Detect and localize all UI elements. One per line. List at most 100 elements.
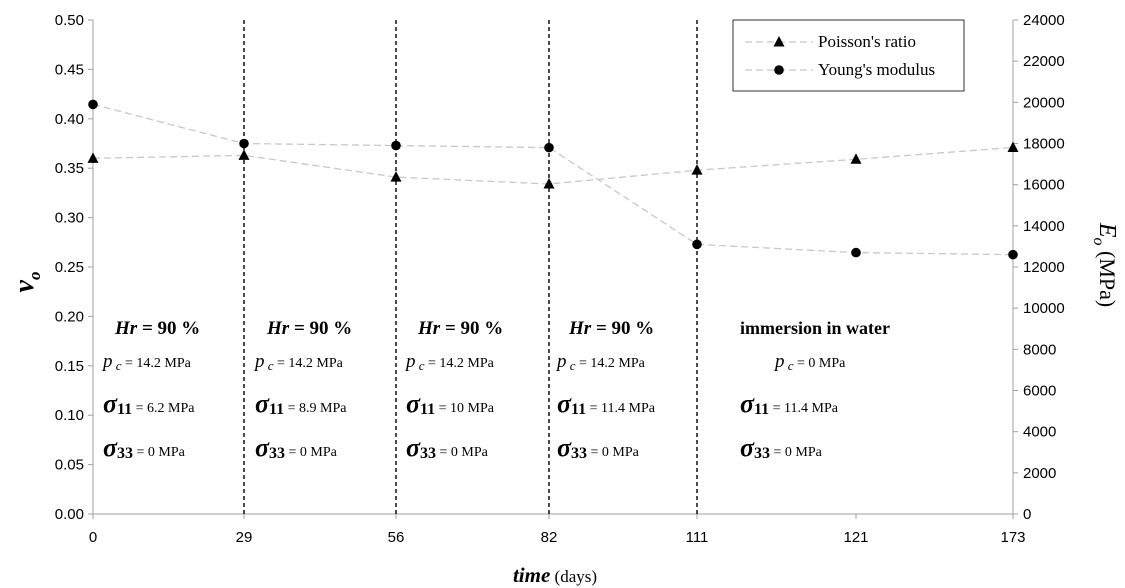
hr-value: = 90 %: [591, 318, 654, 339]
pc-symbol: p: [773, 351, 785, 372]
right-tick-label: 4000: [1023, 424, 1056, 441]
sigma33-subscript: 33: [117, 445, 133, 462]
y-left-symbol: ν: [9, 279, 40, 292]
sigma11-subscript: 11: [420, 401, 435, 418]
series-youngs-modulus: [88, 99, 1018, 260]
pc-line: p c = 14.2 MPa: [101, 351, 192, 373]
sigma11-value: = 6.2 MPa: [132, 401, 195, 416]
hr-value: = 90 %: [289, 318, 352, 339]
pc-value: = 14.2 MPa: [425, 356, 495, 371]
pc-value: = 0 MPa: [794, 356, 847, 371]
left-tick-label: 0.40: [55, 111, 84, 128]
condition-heading: Hr = 90 %: [417, 318, 503, 339]
y-right-unit: (MPa): [1095, 245, 1120, 307]
condition-block: immersion in water p c = 0 MPa σ11 = 11.4 …: [740, 318, 890, 462]
right-tick-label: 8000: [1023, 341, 1056, 358]
hr-value: = 90 %: [440, 318, 503, 339]
condition-heading: Hr = 90 %: [114, 318, 200, 339]
x-title-unit: (days): [550, 567, 597, 586]
right-tick-label: 2000: [1023, 465, 1056, 482]
left-tick-label: 0.00: [55, 506, 84, 523]
left-tick-label: 0.25: [55, 259, 84, 276]
left-axis: 0.00 0.05 0.10 0.15 0.20 0.25 0.30 0.35 0.40 0.45…: [55, 12, 93, 523]
sigma33-value: = 0 MPa: [133, 445, 186, 460]
sigma-symbol: σ: [255, 389, 270, 418]
pc-line: p c = 14.2 MPa: [404, 351, 495, 373]
phase-dividers: [243, 20, 698, 514]
legend-box: [732, 19, 965, 92]
sigma33-subscript: 33: [420, 445, 436, 462]
sigma11-value: = 8.9 MPa: [284, 401, 347, 416]
pc-value: = 14.2 MPa: [576, 356, 646, 371]
right-tick-label: 22000: [1023, 53, 1065, 70]
hr-symbol: Hr: [266, 318, 290, 339]
sigma11-value: = 11.4 MPa: [586, 401, 656, 416]
condition-heading: Hr = 90 %: [266, 318, 352, 339]
sigma11-subscript: 11: [571, 401, 586, 418]
y-left-subscript: o: [25, 272, 44, 281]
left-tick-label: 0.45: [55, 61, 84, 78]
pc-line: p c = 14.2 MPa: [555, 351, 646, 373]
sigma33-line: σ33 = 0 MPa: [103, 433, 186, 462]
sigma33-value: = 0 MPa: [436, 445, 489, 460]
legend-label: Poisson's ratio: [818, 32, 916, 51]
right-tick-label: 10000: [1023, 300, 1065, 317]
x-tick-label: 29: [236, 529, 253, 546]
triangle-marker: [390, 171, 402, 182]
sigma11-line: σ11 = 11.4 MPa: [740, 389, 839, 418]
sigma33-subscript: 33: [269, 445, 285, 462]
circle-marker: [1008, 249, 1018, 260]
y-right-title: Eo (MPa): [1090, 222, 1120, 307]
pc-symbol: p: [253, 351, 265, 372]
plot-frame: [92, 20, 1014, 515]
sigma33-value: = 0 MPa: [587, 445, 640, 460]
pc-subscript: c: [567, 358, 576, 373]
series-layer: [87, 99, 1019, 260]
hr-symbol: Hr: [417, 318, 441, 339]
triangle-marker: [691, 164, 703, 175]
x-tick-label: 0: [89, 529, 97, 546]
x-title: time (days): [513, 563, 597, 587]
sigma11-subscript: 11: [117, 401, 132, 418]
x-tick-label: 111: [686, 529, 709, 546]
condition-heading: Hr = 90 %: [568, 318, 654, 339]
series-poissons-ratio: [87, 141, 1019, 189]
sigma33-subscript: 33: [571, 445, 587, 462]
pc-subscript: c: [785, 358, 794, 373]
pc-line: p c = 14.2 MPa: [253, 351, 344, 373]
circle-marker: [391, 140, 401, 151]
y-right-subscript: o: [1090, 237, 1107, 245]
x-tick-label: 173: [1000, 529, 1025, 546]
x-tick-label: 121: [843, 529, 868, 546]
right-tick-label: 0: [1023, 506, 1031, 523]
pc-line: p c = 0 MPa: [773, 351, 846, 373]
pc-value: = 14.2 MPa: [274, 356, 344, 371]
right-tick-label: 18000: [1023, 136, 1065, 153]
circle-marker: [544, 142, 554, 153]
pc-subscript: c: [265, 358, 274, 373]
circle-marker: [88, 99, 98, 110]
sigma11-line: σ11 = 11.4 MPa: [557, 389, 656, 418]
right-tick-label: 24000: [1023, 12, 1065, 29]
right-tick-label: 20000: [1023, 94, 1065, 111]
sigma-symbol: σ: [103, 433, 118, 462]
sigma-symbol: σ: [103, 389, 118, 418]
legend: Poisson's ratio Young's modulus: [732, 19, 965, 92]
left-tick-label: 0.35: [55, 160, 84, 177]
condition-heading: immersion in water: [740, 318, 890, 338]
left-tick-label: 0.10: [55, 407, 84, 424]
sigma33-value: = 0 MPa: [770, 445, 823, 460]
circle-marker: [851, 247, 861, 258]
sigma11-line: σ11 = 6.2 MPa: [103, 389, 195, 418]
x-tick-label: 82: [541, 529, 558, 546]
pc-value: = 14.2 MPa: [122, 356, 192, 371]
hr-value: = 90 %: [137, 318, 200, 339]
sigma33-line: σ33 = 0 MPa: [406, 433, 489, 462]
left-tick-label: 0.20: [55, 308, 84, 325]
hr-symbol: Hr: [568, 318, 592, 339]
pc-symbol: p: [101, 351, 113, 372]
